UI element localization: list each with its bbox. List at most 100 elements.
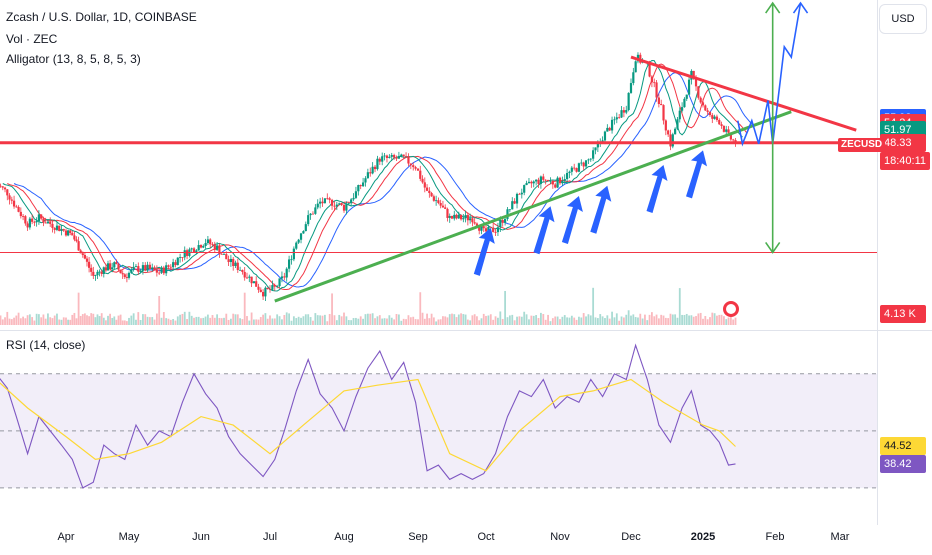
volume-bar	[197, 316, 200, 325]
volume-bar	[390, 317, 393, 325]
volume-bar	[236, 314, 239, 325]
volume-bar	[183, 311, 186, 325]
volume-bar	[321, 315, 324, 325]
volume-bar	[580, 317, 583, 325]
candle-body	[692, 70, 695, 78]
candle-body	[326, 198, 329, 200]
candle-body	[155, 269, 158, 273]
volume-bar	[218, 317, 221, 325]
price-tag: 4.13 K	[880, 305, 926, 323]
candle-body	[24, 216, 27, 224]
volume-bar	[383, 318, 386, 325]
volume-bar	[271, 318, 274, 325]
candle-body	[727, 129, 730, 133]
candle-body	[352, 197, 355, 200]
candle-body	[241, 269, 244, 272]
volume-bar	[501, 318, 504, 325]
candle-body	[573, 167, 576, 169]
volume-bar	[84, 313, 86, 325]
volume-bar	[549, 321, 552, 325]
candle-body	[419, 170, 422, 179]
candle-body	[660, 104, 663, 106]
candle-body	[19, 211, 22, 217]
volume-bar	[149, 317, 151, 325]
volume-bar	[497, 317, 499, 325]
candle-body	[130, 269, 133, 273]
candle-body	[441, 205, 445, 208]
volume-bar	[42, 314, 45, 325]
volume-bar	[563, 315, 566, 325]
candle-body	[615, 117, 618, 120]
candle-body	[15, 206, 18, 208]
alligator-legend[interactable]: Alligator (13, 8, 5, 8, 5, 3)	[6, 52, 141, 66]
volume-bar	[442, 316, 444, 325]
volume-bar	[38, 314, 40, 325]
volume-bar	[430, 313, 433, 325]
candle-body	[71, 233, 74, 236]
volume-legend[interactable]: Vol · ZEC	[6, 32, 58, 46]
candle-body	[102, 267, 105, 274]
candle-body	[213, 244, 216, 250]
volume-bar	[476, 316, 478, 325]
time-tick-label: Oct	[477, 531, 494, 543]
volume-bar	[248, 320, 251, 325]
candle-body	[176, 257, 179, 266]
volume-bar	[435, 321, 438, 325]
volume-bar	[627, 310, 630, 325]
volume-bar	[243, 292, 246, 325]
candle-body	[513, 201, 516, 204]
candle-body	[416, 168, 420, 171]
volume-bar	[338, 314, 341, 325]
volume-bar	[304, 314, 307, 325]
currency-button[interactable]: USD	[879, 4, 927, 34]
candle-body	[371, 166, 374, 174]
volume-bar	[176, 316, 179, 325]
candle-body	[153, 267, 156, 270]
rsi-legend[interactable]: RSI (14, close)	[6, 338, 86, 352]
volume-bar	[62, 317, 65, 325]
volume-bar	[471, 315, 474, 325]
volume-bar	[530, 315, 533, 325]
candle-body	[648, 61, 651, 77]
volume-bar	[723, 316, 725, 325]
candle-body	[469, 218, 472, 221]
candle-body	[342, 204, 346, 211]
volume-bar	[123, 320, 126, 325]
candle-body	[570, 167, 573, 172]
candle-body	[464, 215, 467, 219]
volume-bar	[487, 315, 490, 325]
candle-body	[139, 270, 142, 272]
volume-bar	[44, 318, 47, 325]
volume-bar	[77, 292, 80, 325]
volume-bar	[250, 312, 253, 325]
candle-body	[383, 155, 386, 157]
candle-body	[75, 239, 78, 242]
candle-body	[385, 155, 389, 158]
volume-bar	[676, 317, 679, 325]
candle-body	[622, 110, 625, 113]
volume-bar	[65, 317, 67, 325]
volume-bar	[128, 317, 130, 325]
volume-bar	[181, 313, 184, 325]
volume-bar	[232, 313, 235, 325]
candle-body	[664, 120, 667, 131]
candle-body	[584, 160, 588, 167]
candle-body	[669, 134, 672, 147]
candle-body	[530, 181, 533, 184]
candle-body	[620, 110, 623, 118]
candle-body	[307, 215, 310, 225]
candle-body	[423, 182, 426, 188]
volume-bar	[482, 313, 485, 325]
candle-body	[715, 116, 719, 120]
candle-body	[354, 191, 358, 198]
volume-bar	[409, 317, 412, 325]
event-flag-inner	[726, 304, 736, 314]
candle-body	[252, 281, 255, 284]
volume-bar	[618, 320, 621, 325]
pane-divider[interactable]	[0, 330, 932, 331]
volume-bar	[113, 316, 116, 325]
candle-body	[125, 276, 128, 278]
candle-body	[287, 259, 291, 269]
